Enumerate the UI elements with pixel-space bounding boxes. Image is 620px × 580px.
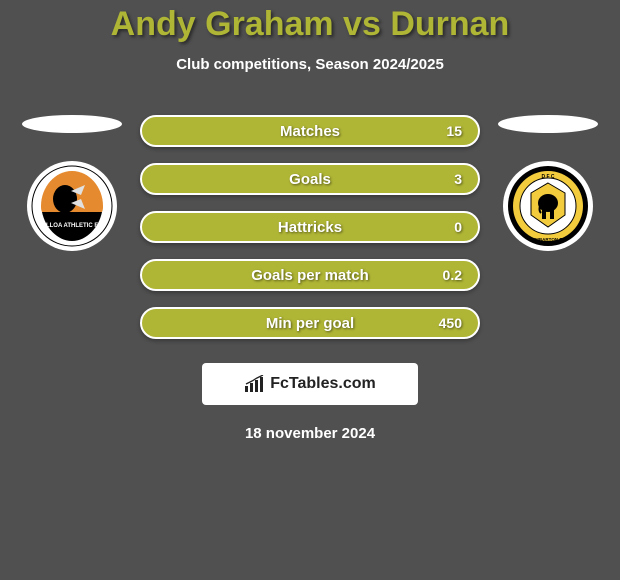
stat-value-right: 450 <box>439 315 462 331</box>
svg-text:D F C: D F C <box>541 174 554 180</box>
left-player-column: ALLOA ATHLETIC FC <box>22 115 122 251</box>
stat-label: Goals per match <box>251 267 369 284</box>
main-row: ALLOA ATHLETIC FC Matches 15 Goals 3 Hat… <box>0 115 620 339</box>
svg-text:DUMBARTON F.C.: DUMBARTON F.C. <box>529 237 568 242</box>
left-player-pill <box>22 115 122 133</box>
right-club-badge: D F C DUMBARTON F.C. <box>503 161 593 251</box>
stat-value-right: 0 <box>454 219 462 235</box>
stat-label: Min per goal <box>266 315 354 332</box>
page-title: Andy Graham vs Durnan <box>0 5 620 44</box>
stat-bar-goals: Goals 3 <box>140 163 480 195</box>
stat-value-right: 15 <box>446 123 462 139</box>
right-player-pill <box>498 115 598 133</box>
left-club-badge: ALLOA ATHLETIC FC <box>27 161 117 251</box>
brand-footer[interactable]: FcTables.com <box>202 363 418 405</box>
stat-value-right: 3 <box>454 171 462 187</box>
stat-bar-mpg: Min per goal 450 <box>140 307 480 339</box>
page-subtitle: Club competitions, Season 2024/2025 <box>0 56 620 73</box>
date-text: 18 november 2024 <box>0 425 620 442</box>
stat-label: Matches <box>280 123 340 140</box>
brand-text: FcTables.com <box>270 375 376 393</box>
stat-bar-matches: Matches 15 <box>140 115 480 147</box>
svg-text:ALLOA ATHLETIC FC: ALLOA ATHLETIC FC <box>42 223 103 229</box>
stat-bar-gpm: Goals per match 0.2 <box>140 259 480 291</box>
stat-label: Hattricks <box>278 219 342 236</box>
stat-label: Goals <box>289 171 331 188</box>
alloa-badge-icon: ALLOA ATHLETIC FC <box>31 165 113 247</box>
right-player-column: D F C DUMBARTON F.C. <box>498 115 598 251</box>
stats-column: Matches 15 Goals 3 Hattricks 0 Goals per… <box>140 115 480 339</box>
stat-value-right: 0.2 <box>443 267 462 283</box>
comparison-panel: Andy Graham vs Durnan Club competitions,… <box>0 0 620 442</box>
chart-icon <box>244 375 266 393</box>
dumbarton-badge-icon: D F C DUMBARTON F.C. <box>507 165 589 247</box>
stat-bar-hattricks: Hattricks 0 <box>140 211 480 243</box>
